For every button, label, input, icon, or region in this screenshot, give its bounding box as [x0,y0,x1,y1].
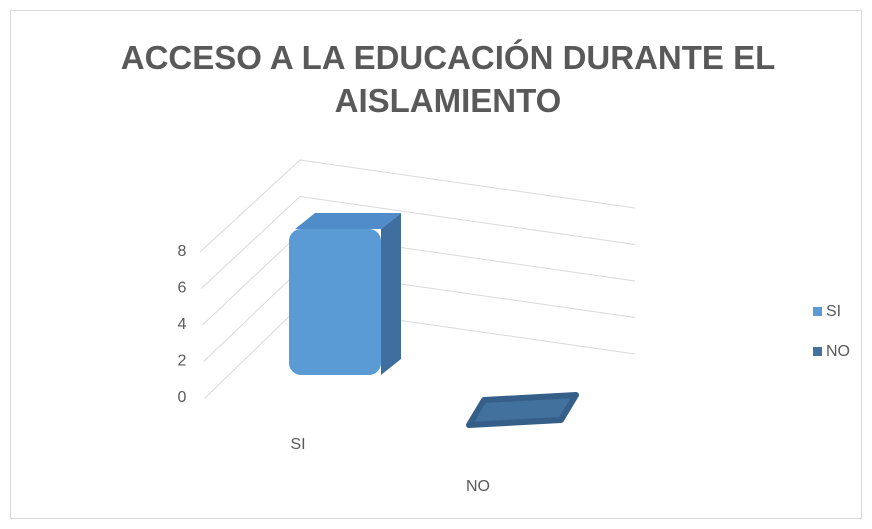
legend-label: NO [826,343,850,360]
legend-swatch [813,347,822,356]
grid-line [199,159,636,253]
legend-label: SI [826,303,841,320]
x-tick-label: NO [466,478,490,495]
chart-border [10,10,862,519]
bar [289,213,401,375]
grid-line [200,195,636,289]
bar [466,392,579,428]
y-tick-label: 2 [178,353,187,370]
bar-front [289,229,381,375]
y-tick-label: 8 [178,243,187,260]
bar-top [295,213,401,229]
bar-side [381,213,401,375]
chart-title: ACCESO A LA EDUCACIÓN DURANTE EL AISLAMIE… [121,39,776,119]
y-tick-label: 6 [178,280,187,297]
y-tick-label: 4 [178,316,187,333]
x-tick-label: SI [290,436,305,453]
bar-top [466,392,579,428]
y-tick-label: 0 [178,389,187,406]
legend-swatch [813,307,822,316]
